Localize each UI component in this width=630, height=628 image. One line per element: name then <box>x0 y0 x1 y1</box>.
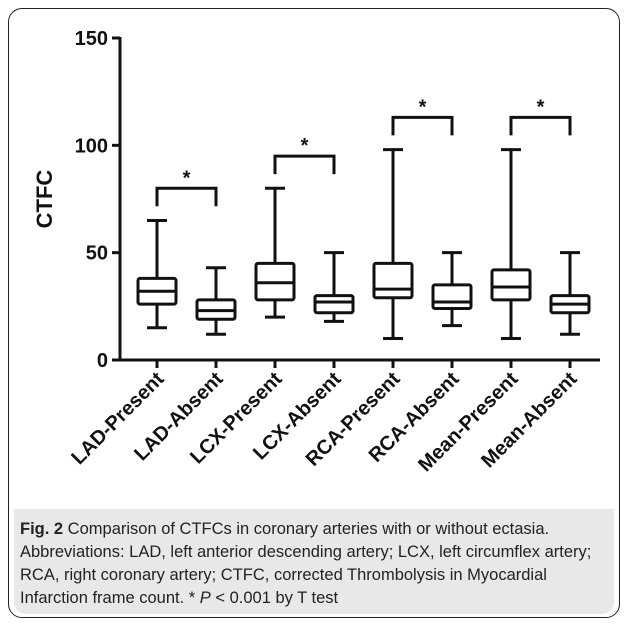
box-iqr <box>492 270 530 300</box>
boxplot-chart: 050100150CTFCLAD-PresentLAD-AbsentLCX-Pr… <box>0 0 630 510</box>
box-mean-present <box>492 150 530 339</box>
significance-star: * <box>419 96 427 118</box>
box-lcx-present <box>256 188 294 317</box>
y-tick-label: 50 <box>86 243 108 265</box>
y-axis-title: CTFC <box>32 170 57 229</box>
box-rca-absent <box>433 253 471 326</box>
box-mean-absent <box>551 253 589 335</box>
significance-bracket <box>393 117 452 135</box>
y-tick-label: 100 <box>75 135 108 157</box>
significance-bracket <box>157 188 216 206</box>
x-tick-label: Mean-Present <box>414 368 523 477</box>
box-iqr <box>374 263 412 297</box>
caption-fig-label: Fig. 2 <box>20 520 63 538</box>
box-iqr <box>315 296 353 313</box>
significance-bracket <box>275 156 334 174</box>
box-iqr <box>433 285 471 309</box>
box-lad-absent <box>197 268 235 335</box>
significance-star: * <box>183 167 191 189</box>
y-tick-label: 150 <box>75 28 108 50</box>
significance-star: * <box>301 135 309 157</box>
caption-p-symbol: P <box>200 589 211 607</box>
box-lcx-absent <box>315 253 353 322</box>
y-tick-label: 0 <box>97 350 108 372</box>
figure-caption: Fig. 2 Comparison of CTFCs in coronary a… <box>20 518 610 610</box>
significance-bracket <box>511 117 570 135</box>
box-rca-present <box>374 150 412 339</box>
box-lad-present <box>138 220 176 327</box>
significance-star: * <box>537 96 545 118</box>
caption-p-text: < 0.001 by T test <box>211 589 338 607</box>
